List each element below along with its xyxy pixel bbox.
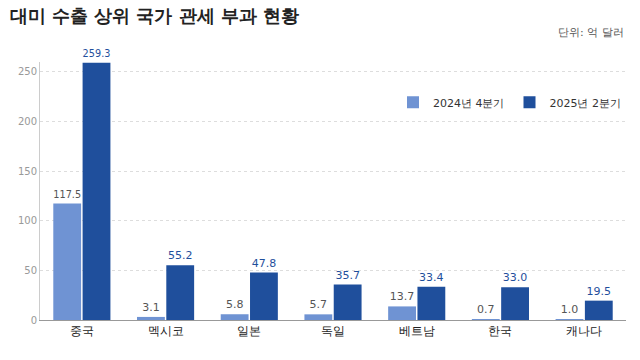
svg-text:독일: 독일: [321, 324, 345, 338]
svg-text:5.8: 5.8: [226, 298, 244, 311]
svg-text:259.3: 259.3: [83, 48, 111, 59]
svg-text:0: 0: [31, 315, 37, 326]
svg-text:베트남: 베트남: [399, 324, 435, 338]
svg-text:3.1: 3.1: [142, 301, 160, 314]
svg-text:50: 50: [24, 265, 37, 276]
svg-text:일본: 일본: [237, 324, 261, 338]
svg-text:멕시코: 멕시코: [148, 324, 184, 338]
svg-text:2024년 4분기: 2024년 4분기: [433, 97, 505, 110]
svg-text:33.0: 33.0: [503, 271, 527, 284]
svg-text:150: 150: [18, 166, 37, 177]
svg-text:55.2: 55.2: [168, 249, 193, 262]
svg-text:단위: 억 달러: 단위: 억 달러: [558, 26, 624, 39]
svg-text:캐나다: 캐나다: [566, 324, 602, 338]
svg-text:200: 200: [18, 116, 37, 127]
svg-text:250: 250: [18, 66, 37, 77]
svg-text:2025년 2분기: 2025년 2분기: [550, 97, 622, 110]
svg-text:1.0: 1.0: [561, 303, 579, 316]
svg-text:100: 100: [18, 215, 37, 226]
svg-text:47.8: 47.8: [252, 257, 277, 270]
svg-text:35.7: 35.7: [335, 269, 360, 282]
svg-text:19.5: 19.5: [587, 285, 612, 298]
svg-text:중국: 중국: [70, 324, 94, 338]
svg-text:0.7: 0.7: [477, 303, 495, 316]
svg-text:한국: 한국: [488, 324, 512, 338]
svg-text:117.5: 117.5: [53, 189, 81, 200]
svg-text:33.4: 33.4: [419, 271, 444, 284]
svg-text:13.7: 13.7: [390, 290, 415, 303]
svg-text:5.7: 5.7: [310, 298, 328, 311]
svg-text:대미 수출 상위 국가 관세 부과 현황: 대미 수출 상위 국가 관세 부과 현황: [10, 5, 300, 26]
